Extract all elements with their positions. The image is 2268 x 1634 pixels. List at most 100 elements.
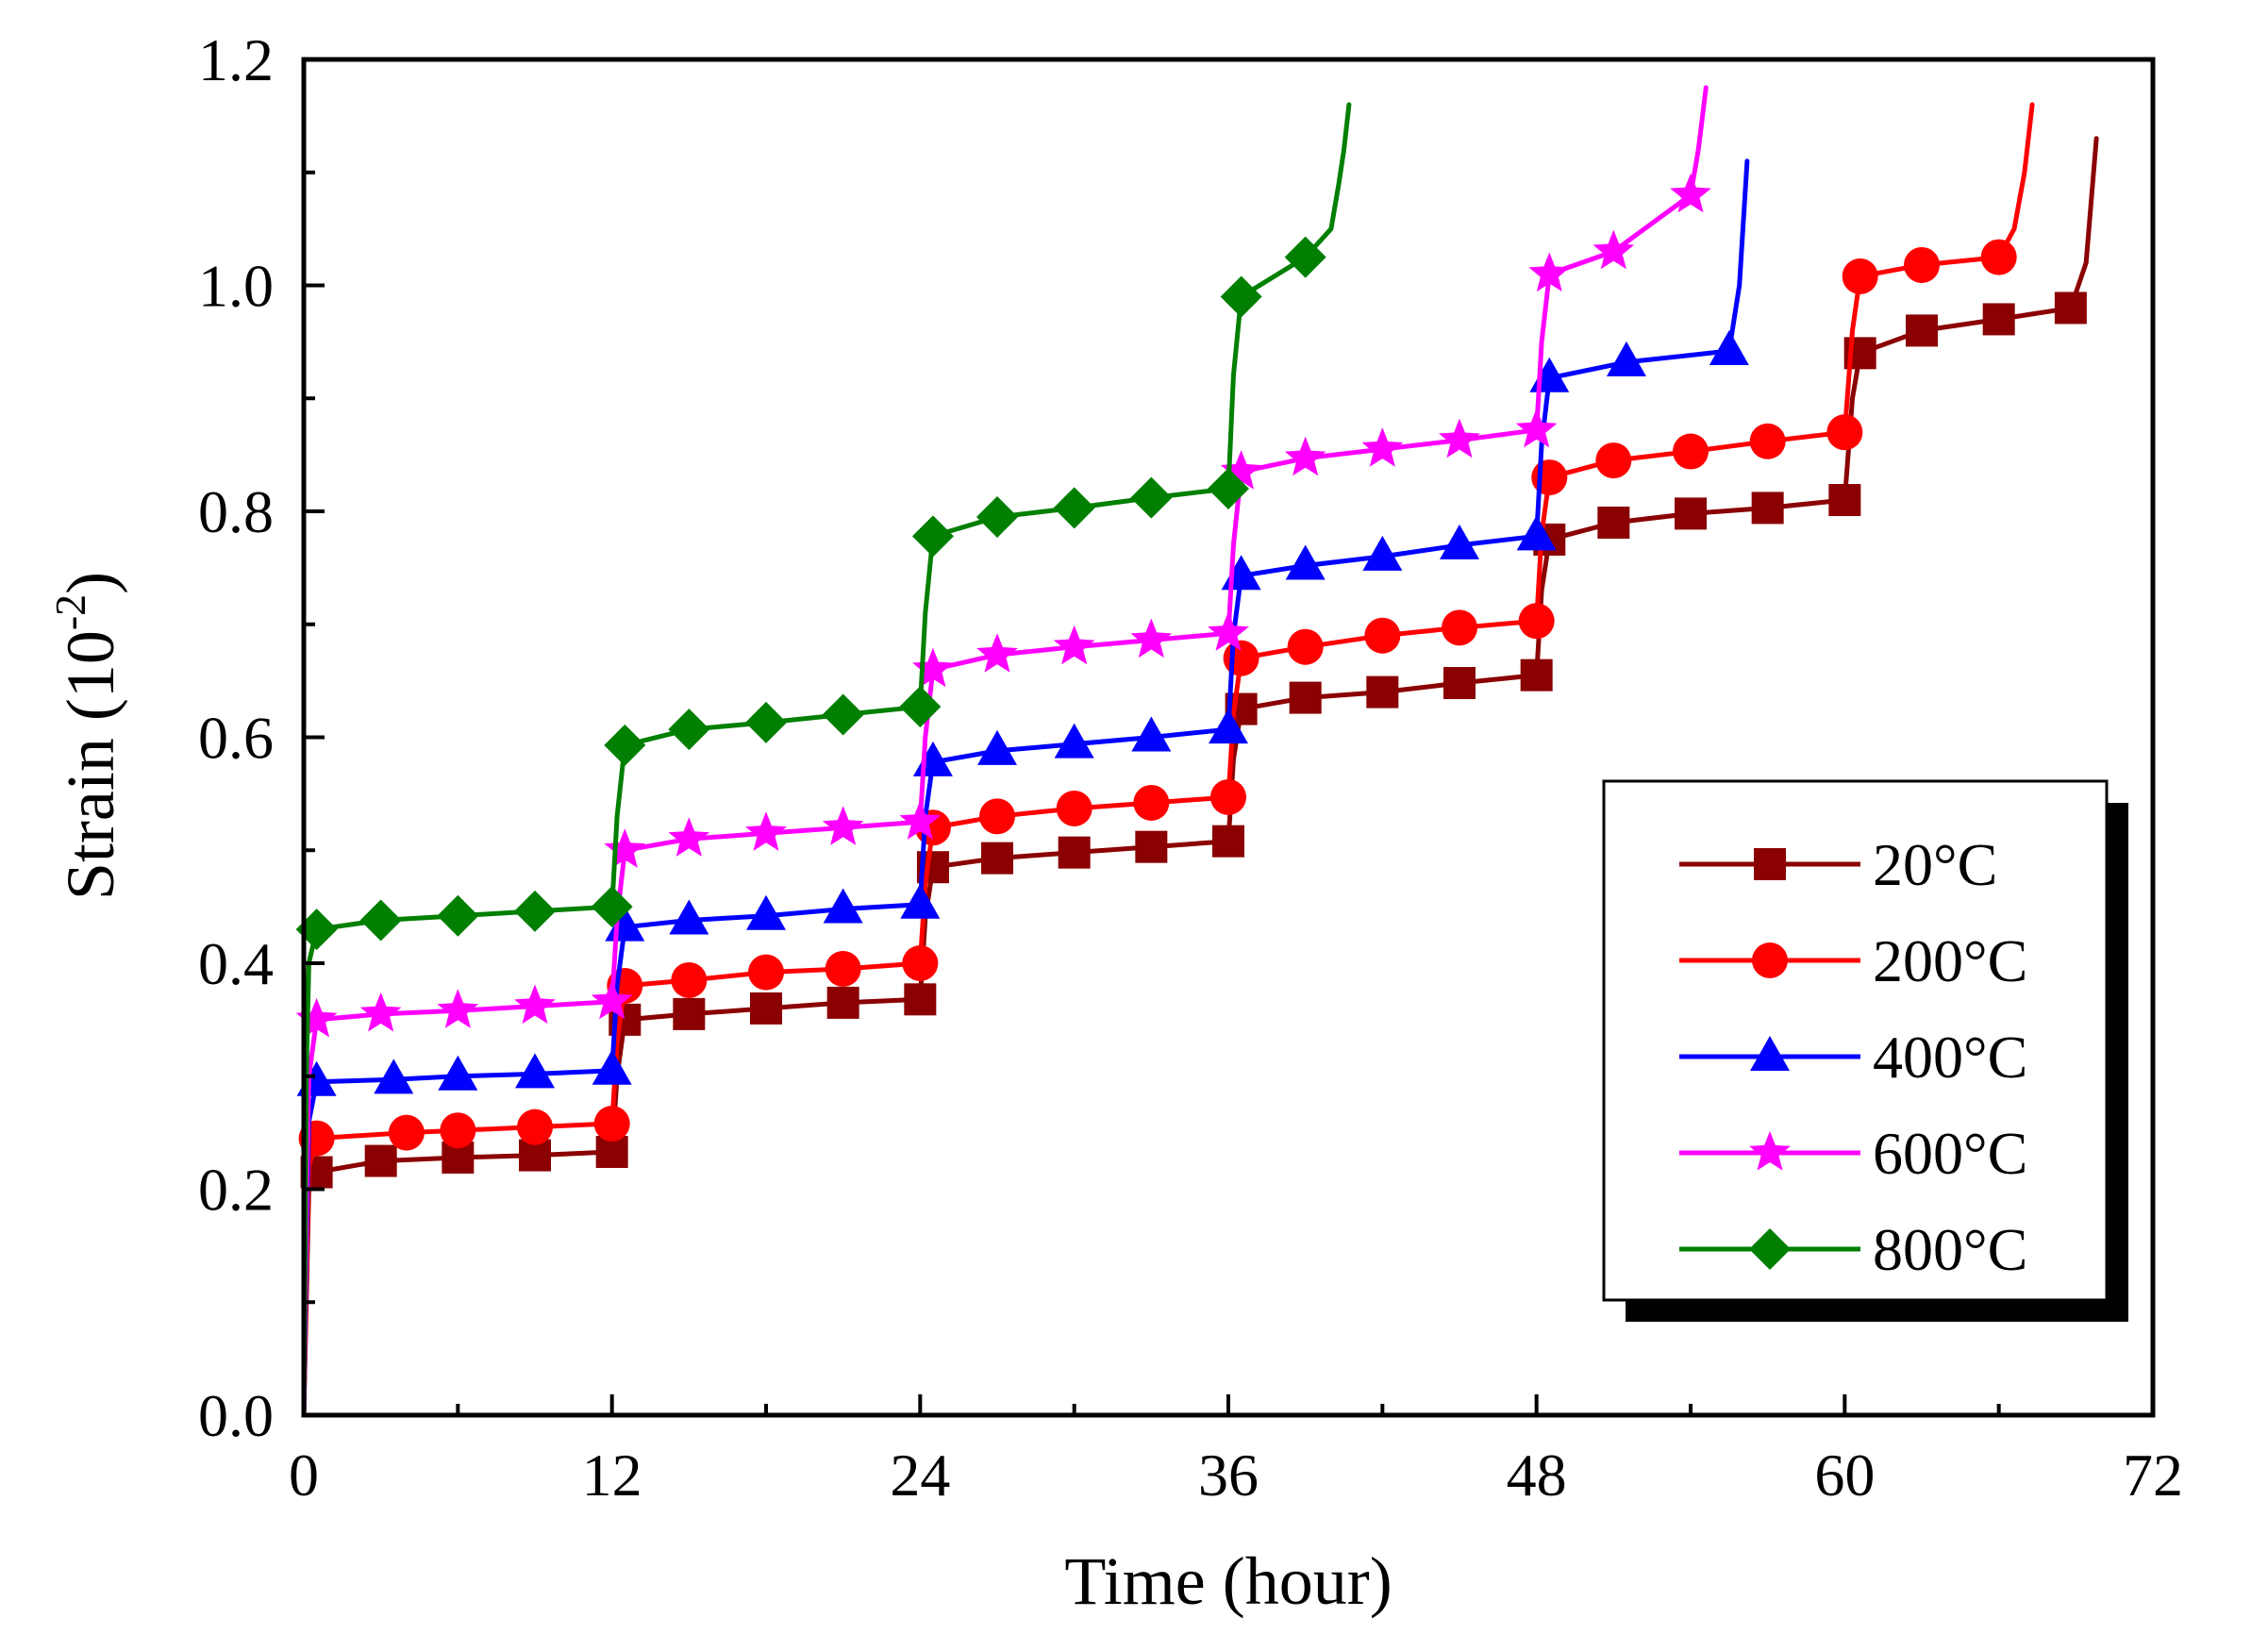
data-point-3-16 [1284, 436, 1326, 476]
data-point-2-21 [1606, 341, 1646, 376]
data-point-1-26 [1904, 246, 1940, 283]
y-axis-title-exponent: -2 [46, 594, 94, 630]
data-point-2-1 [374, 1059, 414, 1094]
data-point-0-28 [2054, 292, 2087, 325]
data-point-2-7 [746, 894, 786, 930]
data-point-1-6 [671, 961, 708, 998]
series-line-2 [301, 158, 1750, 1418]
y-tick-label-0: 0.0 [198, 1382, 274, 1449]
data-point-4-2 [437, 894, 479, 937]
data-point-0-26 [1906, 314, 1938, 347]
legend-item-3: 600°C [1679, 1120, 2027, 1187]
legend-marker-4 [1749, 1228, 1791, 1270]
data-point-3-12 [1053, 625, 1095, 665]
data-point-3-20 [1528, 252, 1571, 292]
data-point-1-1 [388, 1114, 425, 1151]
legend-label-3: 600°C [1873, 1120, 2027, 1187]
data-point-3-1 [359, 992, 402, 1032]
data-point-1-4 [593, 1106, 630, 1142]
data-point-1-15 [1223, 640, 1259, 676]
y-tick-label-4: 0.8 [198, 478, 274, 545]
series-line-4 [301, 102, 1352, 1418]
x-tick-label-2: 24 [890, 1442, 950, 1509]
legend-label-2: 400°C [1873, 1024, 2027, 1091]
data-point-3-5 [604, 828, 646, 868]
data-point-0-24 [1828, 484, 1861, 517]
data-point-1-25 [1842, 258, 1878, 294]
y-axis-title-group: Strain (10-2) [46, 572, 128, 900]
y-tick-label-3: 0.6 [198, 705, 274, 772]
series-3 [295, 85, 1711, 1418]
data-point-4-9 [899, 686, 942, 728]
data-point-3-10 [912, 647, 954, 688]
data-point-0-1 [364, 1144, 397, 1177]
x-tick-label-3: 36 [1198, 1442, 1259, 1509]
legend-marker-0 [1754, 848, 1786, 880]
data-point-4-1 [359, 899, 402, 942]
y-axis-title-close: ) [53, 572, 128, 594]
data-point-3-17 [1361, 427, 1404, 467]
data-point-1-23 [1749, 423, 1786, 459]
legend-marker-1 [1752, 942, 1788, 978]
data-point-0-21 [1597, 506, 1630, 539]
data-point-1-13 [1133, 784, 1170, 821]
data-point-0-14 [1212, 825, 1244, 858]
data-point-3-9 [899, 800, 942, 840]
data-point-2-3 [515, 1053, 555, 1089]
legend-item-2: 400°C [1679, 1024, 2027, 1091]
data-point-3-3 [514, 984, 556, 1025]
data-point-0-18 [1443, 667, 1476, 700]
x-tick-label-4: 48 [1507, 1442, 1567, 1509]
data-point-2-11 [977, 729, 1017, 765]
data-point-3-8 [822, 806, 864, 845]
data-point-1-8 [825, 950, 861, 987]
x-axis-title: Time (hour) [1064, 1543, 1392, 1619]
data-point-3-15 [1220, 450, 1262, 490]
data-point-4-14 [1208, 468, 1249, 510]
data-point-3-6 [668, 817, 710, 857]
x-tick-label-1: 12 [582, 1442, 642, 1509]
data-point-4-0 [295, 909, 338, 951]
data-point-1-27 [1980, 239, 2017, 275]
data-point-1-19 [1518, 603, 1555, 640]
data-point-3-0 [295, 997, 338, 1038]
data-point-0-23 [1751, 492, 1784, 525]
series-2 [296, 158, 1750, 1418]
ticks-layer: 0 12 24 36 48 60 72 0.0 0.2 0.4 0.6 0.8 1.0 1.2 [198, 26, 2183, 1509]
data-point-2-22 [1709, 329, 1749, 365]
data-point-4-10 [911, 515, 954, 558]
y-tick-label-5: 1.0 [198, 253, 274, 320]
data-point-4-11 [976, 495, 1018, 538]
data-point-2-19 [1516, 515, 1557, 551]
data-point-1-24 [1826, 414, 1863, 451]
data-point-0-6 [673, 997, 706, 1030]
data-point-3-22 [1670, 173, 1711, 213]
data-point-1-7 [748, 954, 784, 991]
data-point-1-17 [1364, 617, 1401, 654]
data-point-4-13 [1130, 476, 1173, 519]
data-point-1-14 [1210, 778, 1246, 815]
data-point-4-16 [1284, 236, 1326, 278]
data-point-1-18 [1442, 609, 1477, 646]
data-point-3-21 [1593, 229, 1635, 270]
legend-items: 20°C 200°C 400°C 600°C 800°C [1679, 831, 2027, 1283]
legend-item-0: 20°C [1679, 831, 1997, 898]
data-point-3-4 [591, 979, 633, 1020]
data-point-2-14 [1209, 709, 1248, 744]
legend-item-1: 200°C [1679, 927, 2027, 994]
data-point-1-11 [979, 798, 1015, 835]
data-point-2-6 [669, 899, 709, 935]
data-point-2-2 [438, 1055, 478, 1091]
data-point-3-7 [745, 811, 787, 851]
data-point-4-15 [1220, 275, 1262, 318]
data-point-1-3 [517, 1109, 553, 1145]
data-point-1-12 [1056, 790, 1092, 826]
data-point-0-27 [1982, 303, 2015, 336]
data-point-2-16 [1285, 544, 1326, 580]
data-point-1-9 [902, 945, 939, 981]
data-point-2-8 [823, 888, 863, 924]
series-layer [295, 85, 2099, 1418]
data-point-4-3 [514, 890, 556, 932]
y-tick-label-6: 1.2 [198, 26, 274, 93]
data-point-0-12 [1058, 836, 1091, 869]
